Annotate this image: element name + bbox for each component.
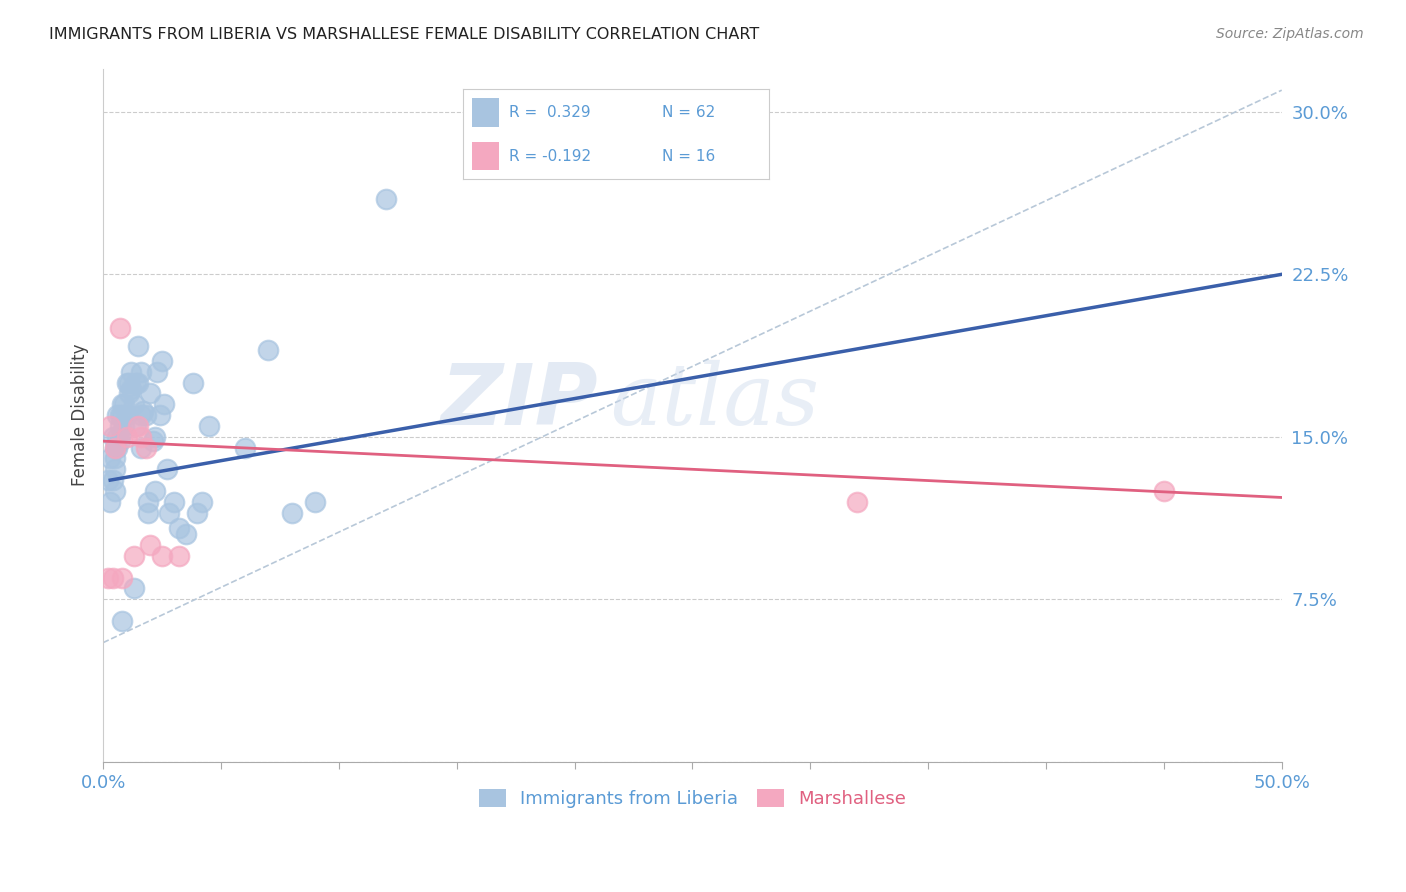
Point (111, 397, 134, 411)
Text: Source: ZipAtlas.com: Source: ZipAtlas.com (1216, 27, 1364, 41)
Point (1153, 483, 1175, 498)
Point (167, 549, 190, 563)
Point (115, 408, 138, 422)
Point (104, 441, 127, 455)
Point (150, 354, 173, 368)
Point (157, 506, 180, 520)
Point (105, 408, 128, 422)
Point (191, 495, 214, 509)
Point (120, 382, 142, 396)
Point (186, 506, 208, 520)
Point (105, 441, 128, 455)
Point (97, 571, 120, 585)
Point (146, 365, 169, 379)
Point (111, 408, 134, 422)
Point (111, 614, 134, 628)
Point (280, 506, 302, 520)
Text: ZIP: ZIP (440, 359, 598, 442)
Point (98, 495, 121, 509)
Point (98, 451, 121, 466)
Point (136, 495, 159, 509)
Point (104, 441, 127, 455)
Point (181, 376, 204, 390)
Point (127, 376, 149, 390)
Point (105, 430, 128, 444)
Point (122, 397, 145, 411)
Point (136, 506, 159, 520)
Point (108, 321, 131, 335)
Point (129, 430, 152, 444)
Point (127, 339, 149, 353)
Legend: Immigrants from Liberia, Marshallese: Immigrants from Liberia, Marshallese (471, 781, 912, 815)
Point (101, 473, 124, 487)
Point (115, 430, 138, 444)
Point (143, 483, 166, 498)
Point (129, 365, 152, 379)
Point (111, 425, 134, 440)
Point (104, 483, 127, 498)
Point (153, 397, 176, 411)
Point (139, 538, 162, 552)
Point (122, 549, 145, 563)
Point (98, 419, 121, 434)
Point (156, 462, 179, 476)
Point (129, 441, 152, 455)
Point (198, 419, 221, 434)
Point (112, 397, 135, 411)
Point (846, 495, 869, 509)
Point (118, 386, 141, 401)
Point (101, 430, 124, 444)
Point (97, 473, 120, 487)
Text: atlas: atlas (610, 360, 820, 442)
Point (304, 495, 326, 509)
Y-axis label: Female Disability: Female Disability (72, 344, 89, 486)
Point (143, 430, 166, 444)
Point (257, 343, 280, 358)
Point (150, 549, 173, 563)
Point (108, 419, 131, 434)
Point (163, 495, 186, 509)
Point (127, 419, 149, 434)
Point (112, 419, 135, 434)
Point (125, 376, 148, 390)
Text: IMMIGRANTS FROM LIBERIA VS MARSHALLESE FEMALE DISABILITY CORRELATION CHART: IMMIGRANTS FROM LIBERIA VS MARSHALLESE F… (49, 27, 759, 42)
Point (135, 441, 157, 455)
Point (111, 571, 134, 585)
Point (125, 419, 148, 434)
Point (104, 462, 127, 476)
Point (142, 434, 165, 449)
Point (115, 376, 138, 390)
Point (135, 408, 157, 422)
Point (118, 376, 141, 390)
Point (108, 434, 131, 449)
Point (139, 386, 162, 401)
Point (233, 441, 256, 455)
Point (108, 408, 131, 422)
Point (122, 582, 145, 596)
Point (101, 571, 124, 585)
Point (129, 408, 152, 422)
Point (375, 192, 398, 206)
Point (104, 451, 127, 466)
Point (120, 365, 142, 379)
Point (167, 521, 190, 535)
Point (149, 408, 172, 422)
Point (132, 404, 155, 418)
Point (174, 527, 197, 541)
